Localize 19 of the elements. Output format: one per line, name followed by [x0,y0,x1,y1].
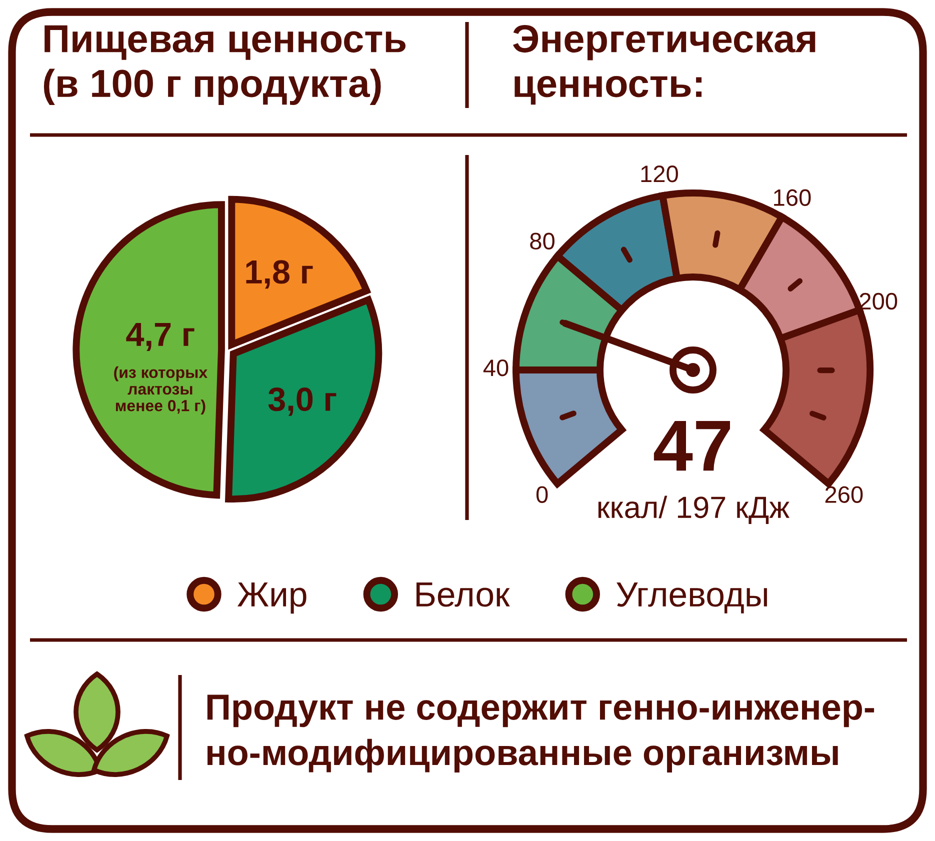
data-label: 3,0 г [268,388,336,416]
chart-title: Энергетическая ценность: [513,25,816,105]
text: Продукт не содержит генно-инженер- но-модифицированные организмы [207,694,874,773]
legend-label: Жир [237,582,306,614]
data-label: 1,8 г [246,260,313,289]
slice-label: 40 [483,359,508,376]
chart-title: Пищевая ценность (в 100 г продукта) [44,25,406,105]
data-label: 4,7 г [126,322,194,352]
legend-label: Белок [416,582,510,607]
text: 260 [825,486,863,503]
text: (из которых лактозы менее 0,1 г) [114,366,208,414]
slice-label: 160 [774,189,811,206]
legend-label: Углеводы [616,582,767,614]
text: ккал/ 197 кДж [598,496,790,524]
slice-label: 200 [860,292,898,310]
slice-label: 80 [530,232,554,250]
slice-label: 0 [536,486,548,503]
text: 47 [654,420,730,471]
slice-label: 120 [641,166,678,182]
